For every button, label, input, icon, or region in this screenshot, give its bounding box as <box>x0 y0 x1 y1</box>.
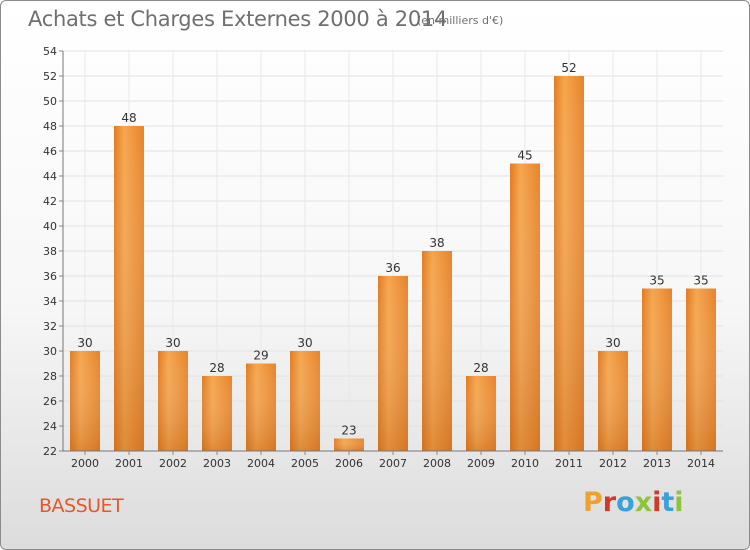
bar-shade <box>246 363 276 451</box>
bar-value-label: 28 <box>473 361 488 375</box>
bar-value-label: 52 <box>561 61 576 75</box>
x-tick-label: 2000 <box>71 457 99 470</box>
logo-letter: t <box>661 487 675 518</box>
place-name: BASSUET <box>39 495 124 517</box>
y-tick-label: 32 <box>43 320 57 333</box>
x-tick-label: 2003 <box>203 457 231 470</box>
bar-shade <box>642 288 672 451</box>
bar-value-label: 35 <box>649 274 664 288</box>
bar-shade <box>686 288 716 451</box>
y-tick-label: 54 <box>43 45 57 58</box>
logo-letter: i <box>652 487 662 518</box>
logo-letter: x <box>634 487 653 518</box>
bar-value-label: 23 <box>341 424 356 438</box>
x-tick-label: 2005 <box>291 457 319 470</box>
x-tick-label: 2009 <box>467 457 495 470</box>
y-tick-label: 46 <box>43 145 57 158</box>
bar-shade <box>202 376 232 451</box>
x-tick-label: 2008 <box>423 457 451 470</box>
bar-value-label: 30 <box>605 336 620 350</box>
y-tick-label: 26 <box>43 395 57 408</box>
x-tick-label: 2010 <box>511 457 539 470</box>
logo-letter: r <box>602 487 617 518</box>
bar-value-label: 30 <box>77 336 92 350</box>
logo-letter: o <box>616 487 635 518</box>
bar-shade <box>70 351 100 451</box>
logo-letter: P <box>583 487 603 518</box>
x-tick-label: 2007 <box>379 457 407 470</box>
y-tick-label: 40 <box>43 220 57 233</box>
x-tick-label: 2001 <box>115 457 143 470</box>
x-tick-label: 2004 <box>247 457 275 470</box>
y-tick-label: 30 <box>43 345 57 358</box>
x-tick-label: 2002 <box>159 457 187 470</box>
bar-shade <box>290 351 320 451</box>
proxiti-logo[interactable]: Proxiti <box>583 487 684 518</box>
x-tick-label: 2014 <box>687 457 715 470</box>
logo-letter: i <box>674 487 684 518</box>
bar-shade <box>510 163 540 451</box>
bar-shade <box>598 351 628 451</box>
bar-value-label: 45 <box>517 149 532 163</box>
bar-value-label: 48 <box>121 111 136 125</box>
y-tick-label: 48 <box>43 120 57 133</box>
bar-shade <box>334 438 364 451</box>
bar-value-label: 36 <box>385 261 400 275</box>
y-tick-label: 50 <box>43 95 57 108</box>
x-tick-label: 2011 <box>555 457 583 470</box>
y-tick-label: 36 <box>43 270 57 283</box>
y-tick-label: 28 <box>43 370 57 383</box>
bar-shade <box>554 76 584 451</box>
bar-value-label: 28 <box>209 361 224 375</box>
x-tick-label: 2012 <box>599 457 627 470</box>
bar-shade <box>158 351 188 451</box>
bar-shade <box>422 251 452 451</box>
bar-shade <box>466 376 496 451</box>
bar-value-label: 29 <box>253 349 268 363</box>
bar-value-label: 30 <box>297 336 312 350</box>
bar-value-label: 35 <box>693 274 708 288</box>
bar-value-label: 38 <box>429 236 444 250</box>
chart-title: Achats et Charges Externes 2000 à 2014 <box>28 7 448 31</box>
x-tick-label: 2013 <box>643 457 671 470</box>
x-tick-label: 2006 <box>335 457 363 470</box>
bar-shade <box>114 126 144 451</box>
y-tick-label: 34 <box>43 295 57 308</box>
y-tick-label: 24 <box>43 420 57 433</box>
y-tick-label: 22 <box>43 445 57 458</box>
bar-shade <box>378 276 408 451</box>
y-tick-label: 42 <box>43 195 57 208</box>
y-tick-label: 52 <box>43 70 57 83</box>
y-tick-label: 38 <box>43 245 57 258</box>
bar-value-label: 30 <box>165 336 180 350</box>
chart-subtitle: (en milliers d'€) <box>417 14 504 27</box>
y-tick-label: 44 <box>43 170 57 183</box>
